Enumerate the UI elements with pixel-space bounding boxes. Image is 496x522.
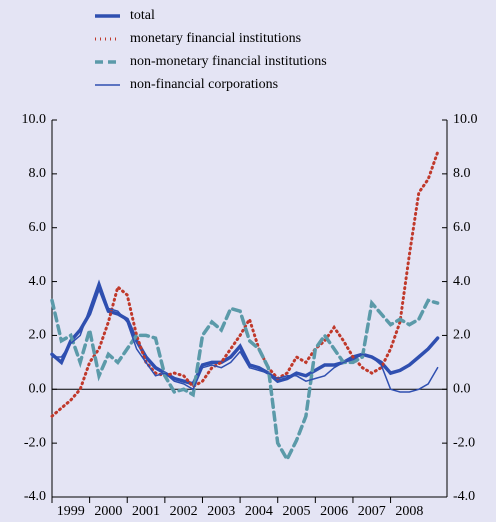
y2-tick-label: -2.0 <box>453 435 475 450</box>
y-tick-label: 2.0 <box>29 328 47 343</box>
x-tick-label: 2008 <box>395 504 423 519</box>
legend-label: non-monetary financial institutions <box>130 54 327 69</box>
x-tick-label: 2006 <box>320 504 348 519</box>
y-tick-label: 10.0 <box>22 112 47 127</box>
x-tick-label: 2002 <box>170 504 198 519</box>
y-tick-label: -4.0 <box>24 489 46 504</box>
legend-label: non-financial corporations <box>130 77 278 92</box>
y-tick-label: 0.0 <box>29 382 47 397</box>
x-tick-label: 2000 <box>94 504 122 519</box>
y-tick-label: 8.0 <box>29 166 47 181</box>
y2-tick-label: 6.0 <box>453 220 471 235</box>
legend-label: total <box>130 8 155 23</box>
series-line <box>50 150 440 418</box>
x-tick-label: 2005 <box>283 504 311 519</box>
y-tick-label: 4.0 <box>29 274 47 289</box>
series-line <box>50 298 440 463</box>
y2-tick-label: 2.0 <box>453 328 471 343</box>
legend-label: monetary financial institutions <box>130 31 301 46</box>
x-tick-label: 2001 <box>132 504 160 519</box>
y-tick-label: -2.0 <box>24 435 46 450</box>
series-line <box>51 279 439 393</box>
y2-tick-label: 4.0 <box>453 274 471 289</box>
y2-tick-label: -4.0 <box>453 489 475 504</box>
y2-tick-label: 0.0 <box>453 382 471 397</box>
x-tick-label: 1999 <box>57 504 85 519</box>
x-tick-label: 2007 <box>358 504 386 519</box>
y2-tick-label: 8.0 <box>453 166 471 181</box>
x-tick-label: 2004 <box>245 504 273 519</box>
y-tick-label: 6.0 <box>29 220 47 235</box>
y2-tick-label: 10.0 <box>453 112 478 127</box>
x-tick-label: 2003 <box>207 504 235 519</box>
